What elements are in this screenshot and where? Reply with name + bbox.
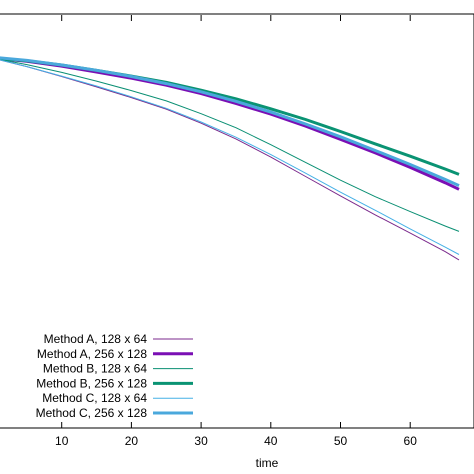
series-line-5 <box>0 59 460 255</box>
legend-label-2: Method A, 256 x 128 <box>37 347 147 361</box>
legend-label-5: Method C, 128 x 64 <box>42 391 147 405</box>
x-tick-label: 60 <box>404 434 418 448</box>
legend-label-4: Method B, 256 x 128 <box>36 376 147 390</box>
legend-label-1: Method A, 128 x 64 <box>44 332 148 346</box>
legend-label-6: Method C, 256 x 128 <box>36 406 148 420</box>
series-line-6 <box>0 56 460 187</box>
x-tick-label: 10 <box>55 434 69 448</box>
series-lines <box>0 56 460 261</box>
x-axis-label: time <box>256 456 279 470</box>
x-tick-label: 50 <box>334 434 348 448</box>
legend-label-3: Method B, 128 x 64 <box>43 362 147 376</box>
x-axis-tick-labels: 1020304050607 <box>55 434 418 448</box>
series-line-3 <box>0 59 460 232</box>
x-tick-label: 40 <box>264 434 278 448</box>
x-tick-label: 20 <box>125 434 139 448</box>
plot-frame <box>0 13 474 429</box>
x-tick-label: 30 <box>194 434 208 448</box>
series-line-1 <box>0 59 460 261</box>
x-axis-ticks <box>61 15 411 428</box>
